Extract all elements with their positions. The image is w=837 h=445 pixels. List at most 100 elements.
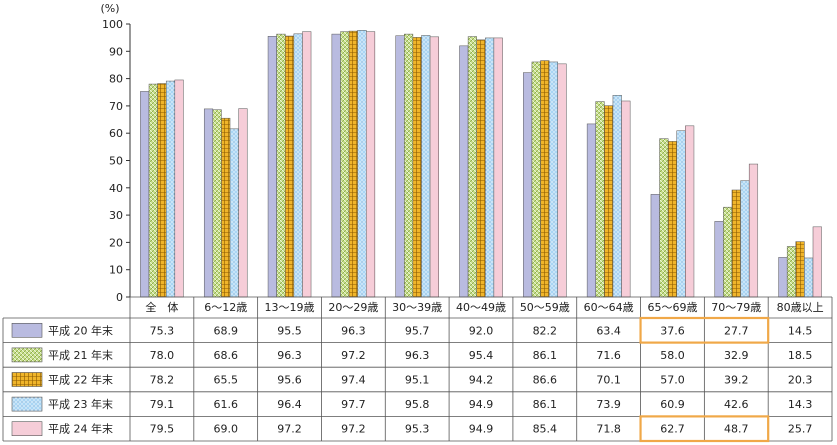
y-tick-label: 80 bbox=[109, 73, 123, 86]
bar bbox=[621, 100, 631, 298]
legend-label: 平成 21 年末 bbox=[48, 348, 113, 362]
bar bbox=[412, 37, 422, 298]
table-cell: 95.5 bbox=[277, 324, 302, 337]
bar bbox=[485, 37, 495, 298]
bar bbox=[140, 91, 150, 298]
table-cell: 32.9 bbox=[724, 349, 749, 362]
table-cell: 65.5 bbox=[213, 374, 238, 387]
table-cell: 97.4 bbox=[341, 374, 366, 387]
y-tick-label: 90 bbox=[109, 45, 123, 58]
category-label: 70～79歳 bbox=[711, 301, 761, 314]
bar bbox=[667, 141, 678, 298]
table-cell: 70.1 bbox=[596, 374, 621, 387]
bar bbox=[404, 33, 414, 298]
bar bbox=[540, 60, 550, 298]
y-tick-label: 100 bbox=[102, 18, 123, 31]
bar bbox=[731, 189, 741, 298]
table-cell: 95.1 bbox=[405, 374, 430, 387]
bar bbox=[531, 61, 541, 298]
category-label: 80歳以上 bbox=[777, 301, 824, 314]
bar bbox=[685, 125, 695, 298]
table-cell: 95.6 bbox=[277, 374, 302, 387]
bar bbox=[586, 123, 596, 298]
bar bbox=[165, 80, 176, 298]
table-cell: 69.0 bbox=[213, 423, 238, 436]
bar bbox=[221, 117, 231, 298]
table-cell: 94.9 bbox=[469, 423, 494, 436]
table-cell: 68.9 bbox=[213, 324, 238, 337]
y-tick-label: 50 bbox=[109, 155, 123, 168]
bar bbox=[357, 30, 367, 298]
bar bbox=[786, 246, 797, 298]
legend-swatch bbox=[11, 347, 43, 363]
table-cell: 58.0 bbox=[660, 349, 685, 362]
bar bbox=[676, 130, 686, 298]
legend-swatch bbox=[11, 396, 43, 412]
bar bbox=[203, 108, 214, 298]
y-axis-unit: (%) bbox=[100, 2, 119, 15]
y-tick-label: 10 bbox=[109, 264, 123, 277]
table-cell: 97.7 bbox=[341, 398, 366, 411]
table-cell: 95.4 bbox=[469, 349, 494, 362]
bar bbox=[429, 36, 439, 298]
table-cell: 94.2 bbox=[469, 374, 494, 387]
category-label: 6～12歳 bbox=[204, 301, 247, 314]
table-cell: 39.2 bbox=[724, 374, 749, 387]
table-cell: 95.8 bbox=[405, 398, 430, 411]
legend-swatch bbox=[11, 421, 43, 437]
category-label: 20～29歳 bbox=[328, 301, 378, 314]
table-cell: 18.5 bbox=[788, 349, 813, 362]
bar bbox=[267, 36, 277, 298]
bar bbox=[284, 35, 295, 298]
table-cell: 48.7 bbox=[724, 423, 749, 436]
y-tick-label: 70 bbox=[109, 100, 123, 113]
table-cell: 79.5 bbox=[150, 423, 175, 436]
table-cell: 79.1 bbox=[150, 398, 175, 411]
table-cell: 71.8 bbox=[596, 423, 621, 436]
table-cell: 96.4 bbox=[277, 398, 302, 411]
table-cell: 86.6 bbox=[533, 374, 558, 387]
table-cell: 97.2 bbox=[341, 423, 366, 436]
bar bbox=[723, 206, 733, 298]
bar bbox=[748, 163, 759, 298]
bar bbox=[302, 31, 312, 298]
bar bbox=[604, 105, 614, 298]
table-cell: 95.7 bbox=[405, 324, 430, 337]
bar bbox=[212, 109, 222, 298]
table-cell: 86.1 bbox=[533, 349, 558, 362]
legend-label: 平成 23 年末 bbox=[48, 397, 113, 411]
table-cell: 42.6 bbox=[724, 398, 749, 411]
bar bbox=[740, 180, 750, 298]
y-tick-label: 60 bbox=[109, 127, 123, 140]
highlight-box bbox=[639, 415, 770, 443]
bar bbox=[276, 33, 286, 298]
bar bbox=[421, 35, 431, 298]
table-cell: 57.0 bbox=[660, 374, 685, 387]
category-label: 13～19歳 bbox=[265, 301, 315, 314]
table-cell: 73.9 bbox=[596, 398, 621, 411]
y-tick-label: 30 bbox=[109, 209, 123, 222]
table-cell: 37.6 bbox=[660, 324, 685, 337]
table-cell: 61.6 bbox=[213, 398, 238, 411]
bar bbox=[812, 226, 822, 298]
plot-area: (%) 0 10 20 30 40 50 60 70 80 90 100 bbox=[100, 2, 822, 304]
bar bbox=[238, 108, 248, 298]
bar bbox=[157, 83, 167, 298]
data-table: 全 体 6～12歳 13～19歳 20～29歳 30～39歳 40～49歳 50～59歳 60… bbox=[2, 296, 833, 443]
table-cell: 14.3 bbox=[788, 398, 813, 411]
bar bbox=[778, 257, 788, 298]
bar bbox=[548, 61, 558, 298]
bar bbox=[612, 95, 622, 298]
table-cell: 78.2 bbox=[150, 374, 175, 387]
table-cell: 75.3 bbox=[150, 324, 175, 337]
bar bbox=[795, 241, 805, 298]
table-cell: 71.6 bbox=[596, 349, 621, 362]
legend-swatch bbox=[11, 372, 43, 387]
legend-label: 平成 24 年末 bbox=[48, 422, 113, 436]
y-tick-label: 0 bbox=[116, 291, 123, 304]
category-label: 30～39歳 bbox=[392, 301, 442, 314]
bar bbox=[650, 194, 660, 298]
bar bbox=[523, 72, 533, 298]
bar bbox=[340, 31, 350, 298]
